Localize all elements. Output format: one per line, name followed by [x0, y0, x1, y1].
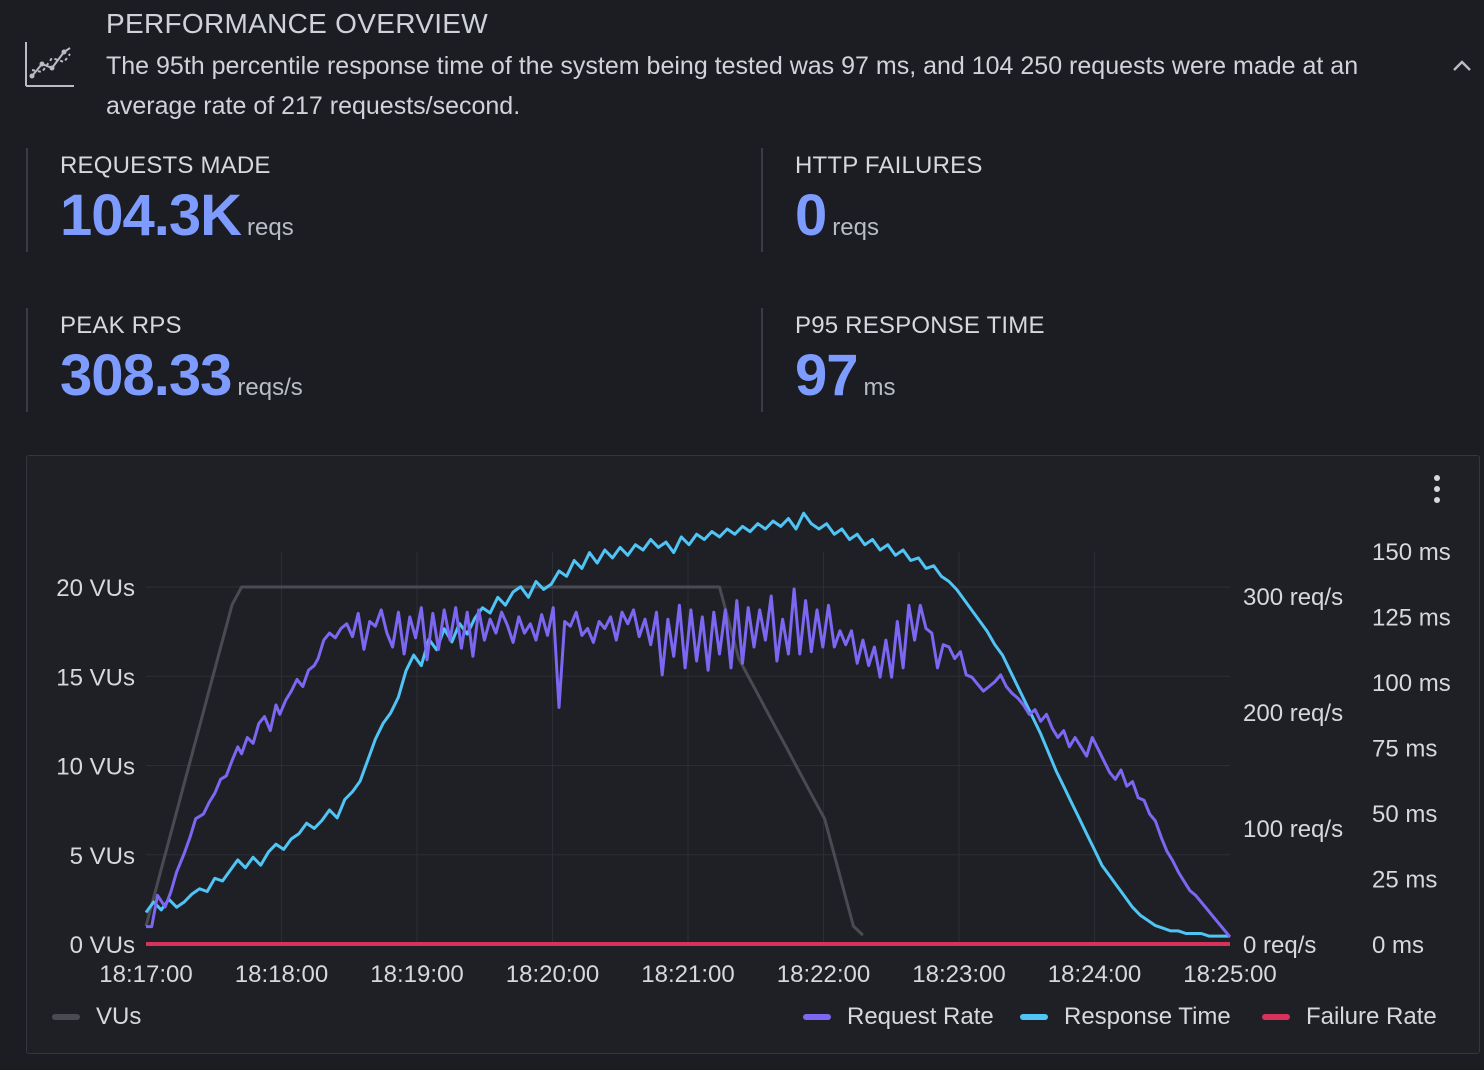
- legend-item-response-time[interactable]: Response Time: [1020, 1000, 1231, 1034]
- stat-unit: reqs: [247, 214, 294, 241]
- y-left-tick-label: 15 VUs: [56, 664, 135, 691]
- y-right-ms-tick-label: 100 ms: [1372, 670, 1451, 697]
- stat-label: P95 RESPONSE TIME: [795, 312, 1045, 339]
- stat-value: 97: [795, 343, 859, 408]
- stat-p95-response-time: P95 RESPONSE TIME 97 ms: [761, 308, 1045, 412]
- legend-swatch: [1020, 1014, 1048, 1020]
- y-right-ms-tick-label: 150 ms: [1372, 539, 1451, 566]
- stat-unit: reqs: [832, 214, 879, 241]
- section-title: PERFORMANCE OVERVIEW: [106, 8, 488, 39]
- stat-peak-rps: PEAK RPS 308.33 reqs/s: [26, 308, 303, 412]
- x-tick-label: 18:19:00: [370, 961, 463, 988]
- x-tick-label: 18:24:00: [1048, 961, 1141, 988]
- stat-label: REQUESTS MADE: [60, 152, 271, 179]
- x-tick-label: 18:21:00: [641, 961, 734, 988]
- y-right-rps-tick-label: 200 req/s: [1243, 700, 1343, 727]
- legend-label: Failure Rate: [1306, 1003, 1437, 1030]
- y-right-ms-tick-label: 25 ms: [1372, 867, 1437, 894]
- y-right-ms-tick-label: 125 ms: [1372, 605, 1451, 632]
- series-line-response-time: [144, 511, 1230, 938]
- legend-item-vus[interactable]: VUs: [52, 1000, 141, 1034]
- legend-swatch: [52, 1014, 80, 1020]
- y-left-tick-label: 5 VUs: [70, 843, 135, 870]
- section-description: The 95th percentile response time of the…: [106, 52, 1359, 120]
- series-line-vus: [144, 585, 864, 937]
- stat-label: PEAK RPS: [60, 312, 182, 339]
- legend-swatch: [1262, 1014, 1290, 1020]
- legend-item-request-rate[interactable]: Request Rate: [803, 1000, 994, 1034]
- chart-line-icon: [25, 42, 74, 87]
- x-tick-label: 18:23:00: [912, 961, 1005, 988]
- overview-header: PERFORMANCE OVERVIEW The 95th percentile…: [0, 0, 1484, 130]
- legend-label: Response Time: [1064, 1003, 1231, 1030]
- legend-item-failure-rate[interactable]: Failure Rate: [1262, 1000, 1437, 1034]
- x-tick-label: 18:20:00: [506, 961, 599, 988]
- legend-label: Request Rate: [847, 1003, 994, 1030]
- y-right-rps-tick-label: 300 req/s: [1243, 584, 1343, 611]
- stat-unit: reqs/s: [237, 374, 303, 401]
- stat-http-failures: HTTP FAILURES 0 reqs: [761, 148, 983, 252]
- y-right-rps-tick-label: 100 req/s: [1243, 816, 1343, 843]
- stat-value: 104.3K: [60, 183, 242, 248]
- chevron-up-icon[interactable]: [1446, 50, 1478, 82]
- kebab-menu-icon[interactable]: [1422, 472, 1452, 506]
- stat-label: HTTP FAILURES: [795, 152, 983, 179]
- stat-value: 0: [795, 183, 827, 248]
- chart-panel: [26, 455, 1480, 1054]
- x-tick-label: 18:18:00: [235, 961, 328, 988]
- stat-unit: ms: [863, 374, 896, 401]
- y-left-tick-label: 20 VUs: [56, 575, 135, 602]
- stat-requests-made: REQUESTS MADE 104.3K reqs: [26, 148, 294, 252]
- series-line-request-rate: [146, 587, 1232, 938]
- y-right-ms-tick-label: 50 ms: [1372, 801, 1437, 828]
- x-tick-label: 18:22:00: [777, 961, 870, 988]
- x-tick-label: 18:25:00: [1183, 961, 1276, 988]
- x-tick-label: 18:17:00: [99, 961, 192, 988]
- y-left-tick-label: 10 VUs: [56, 754, 135, 781]
- stat-value: 308.33: [60, 343, 232, 408]
- y-left-tick-label: 0 VUs: [70, 932, 135, 959]
- y-right-ms-tick-label: 0 ms: [1372, 932, 1424, 959]
- legend-swatch: [803, 1014, 831, 1020]
- y-right-ms-tick-label: 75 ms: [1372, 736, 1437, 763]
- legend-label: VUs: [96, 1003, 142, 1030]
- y-right-rps-tick-label: 0 req/s: [1243, 932, 1316, 959]
